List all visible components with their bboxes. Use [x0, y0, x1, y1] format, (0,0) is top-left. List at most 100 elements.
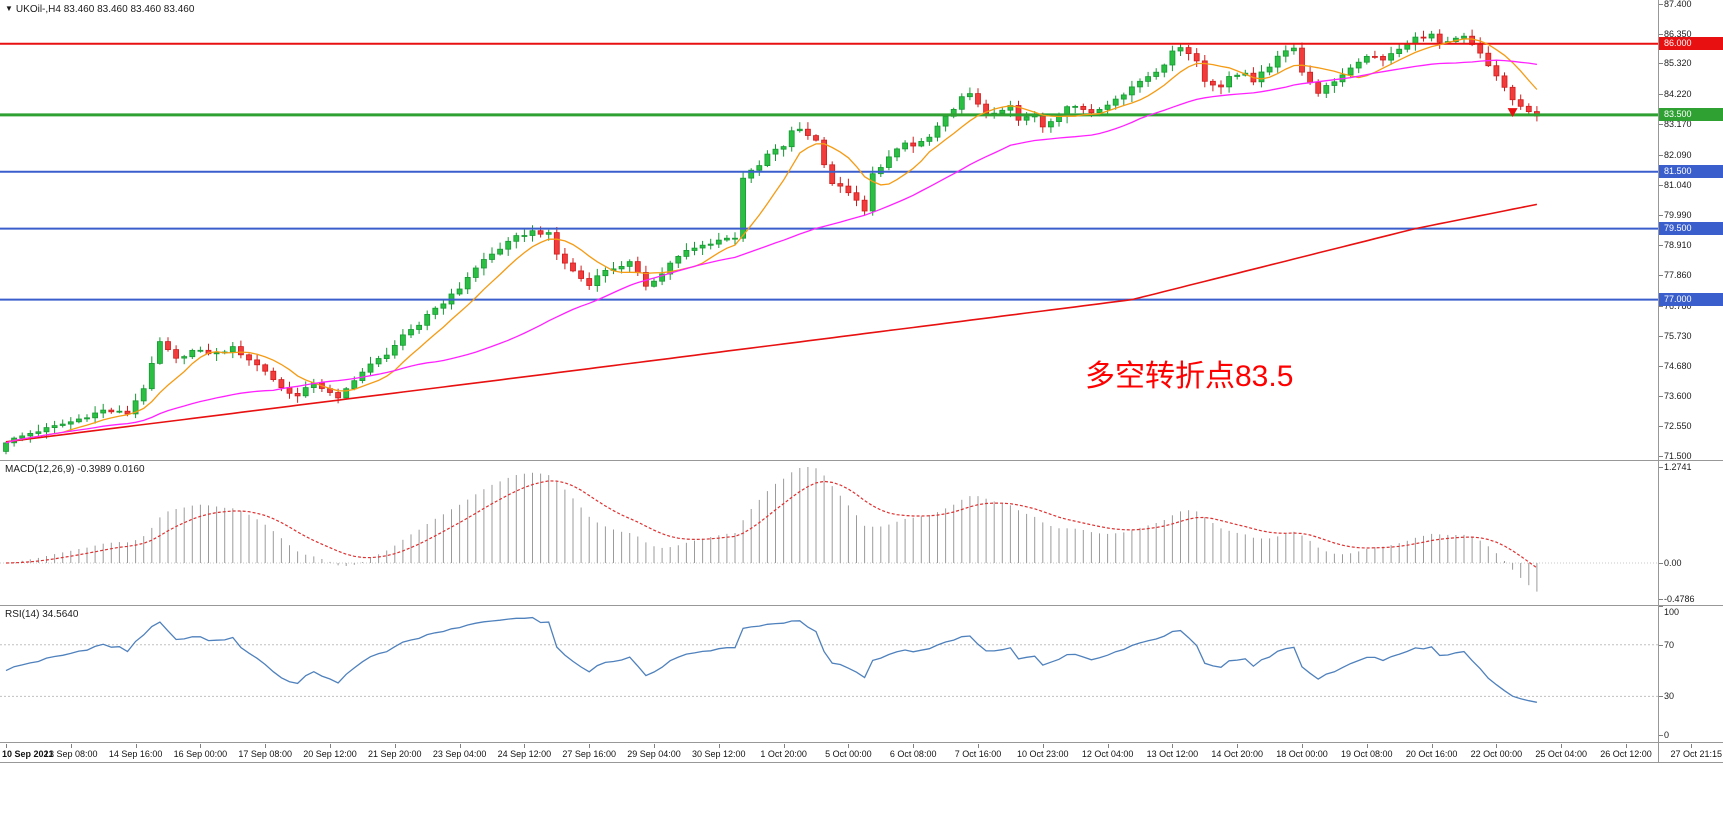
macd-signal-line — [5, 480, 1538, 569]
axis-tick — [1659, 696, 1663, 698]
time-tick — [1237, 744, 1239, 748]
time-label: 21 Sep 20:00 — [368, 749, 422, 759]
time-label: 14 Sep 16:00 — [108, 749, 163, 759]
macd-header: MACD(12,26,9) -0.3989 0.0160 — [5, 464, 145, 475]
chart-annotation-text[interactable]: 多空转折点83.5 — [1085, 360, 1294, 393]
axis-tick — [1659, 245, 1663, 247]
price-tag-86000: 86.000 — [1659, 37, 1723, 51]
axis-tick — [1659, 644, 1663, 646]
axis-tick — [1659, 63, 1663, 65]
axis-label: 79.990 — [1664, 209, 1692, 220]
macd-indicator-canvas[interactable] — [0, 461, 1723, 606]
axis-label: 1.2741 — [1664, 462, 1692, 472]
time-label: 13 Oct 12:00 — [1146, 749, 1199, 759]
macd-histogram — [13, 467, 1538, 592]
axis-label: 30 — [1664, 691, 1675, 702]
time-label: 23 Sep 04:00 — [432, 749, 487, 759]
time-label: 10 Sep 2021 — [2, 749, 54, 759]
rsi-axis[interactable]: 100 70 30 0 — [1659, 606, 1723, 742]
axis-label: 84.220 — [1664, 89, 1692, 100]
time-label: 12 Oct 04:00 — [1081, 749, 1134, 759]
symbol-info-line: ▼ UKOil-,H4 83.460 83.460 83.460 83.460 — [5, 4, 194, 15]
rsi-indicator-canvas[interactable] — [0, 606, 1723, 743]
axis-tick — [1659, 214, 1663, 216]
axis-tick — [1659, 184, 1663, 186]
axis-label: 73.600 — [1664, 391, 1692, 402]
axis-label: 0 — [1664, 730, 1670, 741]
axis-tick — [1659, 426, 1663, 428]
time-label: 16 Sep 00:00 — [173, 749, 228, 759]
time-tick — [589, 744, 591, 748]
axis-label: 87.400 — [1664, 0, 1692, 9]
price-tag-79500: 79.500 — [1659, 222, 1723, 236]
axis-label: 75.730 — [1664, 330, 1692, 341]
axis-tick — [1659, 606, 1663, 607]
candlestick-series — [3, 29, 1540, 455]
macd-axis[interactable]: 1.2741 0.00 -0.4786 — [1659, 461, 1723, 605]
time-tick — [1042, 744, 1044, 748]
time-label: 14 Oct 20:00 — [1211, 749, 1263, 759]
axis-tick — [1659, 563, 1663, 564]
axis-tick — [1659, 154, 1663, 156]
time-label: 6 Oct 08:00 — [889, 749, 937, 759]
time-tick — [6, 744, 7, 748]
time-tick — [330, 744, 331, 748]
axis-tick — [1659, 4, 1663, 5]
axis-label: 74.680 — [1664, 360, 1692, 371]
time-label: 24 Sep 12:00 — [497, 749, 552, 759]
time-tick — [654, 744, 655, 748]
rsi-header: RSI(14) 34.5640 — [5, 609, 78, 620]
time-tick — [1431, 744, 1433, 748]
axis-label: 77.860 — [1664, 270, 1692, 281]
macd-values: -0.3989 0.0160 — [77, 464, 145, 475]
time-tick — [265, 744, 267, 748]
slow-ma-line — [5, 203, 1538, 443]
time-label: 30 Sep 12:00 — [692, 749, 746, 759]
axis-label: 86.350 — [1664, 28, 1692, 39]
axis-label: 78.910 — [1664, 240, 1692, 251]
time-label: 26 Oct 12:00 — [1600, 749, 1652, 759]
axis-label: 71.500 — [1664, 451, 1692, 461]
axis-label: 72.550 — [1664, 421, 1692, 432]
fast-ma-line — [5, 38, 1538, 444]
price-axis[interactable]: 86.000 83.500 81.500 79.500 77.000 87.40… — [1659, 0, 1723, 461]
price-tag-81500: 81.500 — [1659, 165, 1723, 179]
time-label: 1 Oct 20:00 — [760, 749, 807, 759]
axis-label: 100 — [1664, 606, 1680, 617]
time-label: 18 Oct 00:00 — [1276, 749, 1328, 759]
axis-label: 0.00 — [1664, 558, 1682, 568]
rsi-value: 34.5640 — [42, 609, 79, 620]
time-tick — [1107, 744, 1109, 748]
price-axis-border — [1658, 0, 1659, 762]
axis-tick — [1659, 467, 1663, 468]
rsi-label: RSI(14) — [5, 609, 40, 620]
price-tag-77000: 77.000 — [1659, 293, 1723, 307]
time-tick — [1496, 744, 1498, 748]
symbol-quote: 83.460 83.460 83.460 83.460 — [63, 4, 195, 15]
axis-label: -0.4786 — [1664, 594, 1695, 605]
axis-tick — [1659, 33, 1663, 35]
time-tick — [135, 744, 137, 748]
time-axis[interactable]: 10 Sep 2021 13 Sep 08:00 14 Sep 16:00 16 Se… — [0, 743, 1723, 762]
axis-tick — [1659, 735, 1663, 737]
axis-tick — [1659, 275, 1663, 277]
axis-tick — [1659, 599, 1663, 601]
axis-tick — [1659, 365, 1663, 367]
time-label: 10 Oct 23:00 — [1017, 749, 1069, 759]
time-tick — [524, 744, 526, 748]
time-label: 27 Sep 16:00 — [562, 749, 616, 759]
time-label: 17 Sep 08:00 — [238, 749, 292, 759]
axis-tick — [1659, 94, 1663, 96]
time-label: 13 Sep 08:00 — [44, 749, 98, 759]
mid-ma-line — [5, 59, 1538, 444]
symbol-marker-icon: ▼ — [5, 4, 13, 13]
time-tick — [394, 744, 396, 748]
rsi-line — [5, 616, 1538, 703]
time-tick — [1690, 744, 1692, 748]
chart-bottom-border — [0, 762, 1723, 763]
panel-separator — [0, 460, 1723, 461]
price-chart-canvas[interactable] — [0, 0, 1723, 461]
time-tick — [913, 744, 915, 748]
time-label: 20 Oct 16:00 — [1405, 749, 1458, 759]
